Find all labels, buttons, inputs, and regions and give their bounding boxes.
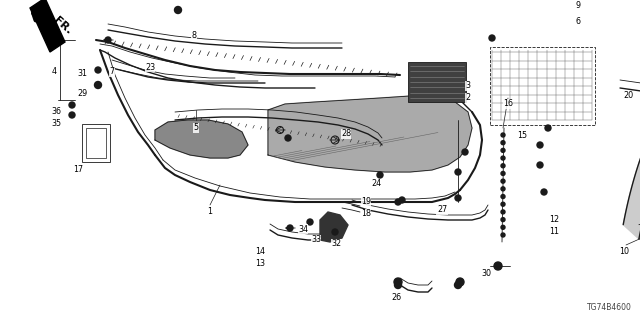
Circle shape [394,282,401,289]
Circle shape [501,141,505,145]
Circle shape [537,142,543,148]
Circle shape [501,210,505,214]
Text: 13: 13 [255,260,265,268]
Circle shape [494,262,502,270]
Text: 1: 1 [207,207,212,217]
Text: 18: 18 [361,210,371,219]
Bar [82,124,110,162]
Text: 9: 9 [575,2,580,11]
Polygon shape [30,0,65,52]
Text: 11: 11 [549,228,559,236]
Text: 6: 6 [575,18,580,27]
Circle shape [537,162,543,168]
Text: 4: 4 [51,68,56,76]
Text: 15: 15 [517,132,527,140]
Text: 36: 36 [51,108,61,116]
Text: 28: 28 [341,130,351,139]
Text: 19: 19 [361,197,371,206]
Text: FR.: FR. [52,15,74,36]
Circle shape [455,169,461,175]
Bar [490,47,595,125]
Circle shape [455,195,461,201]
Text: 32: 32 [331,239,341,249]
Bar [86,128,106,158]
Text: 12: 12 [549,215,559,225]
Polygon shape [623,75,640,239]
Circle shape [501,164,505,168]
Circle shape [501,202,505,206]
Circle shape [95,82,102,89]
Circle shape [456,278,464,286]
Circle shape [105,37,111,43]
Circle shape [285,135,291,141]
Circle shape [69,112,75,118]
Circle shape [462,149,468,155]
Text: 26: 26 [391,292,401,301]
Text: 34: 34 [298,225,308,234]
Circle shape [501,179,505,183]
Text: 2: 2 [465,93,470,102]
Text: 24: 24 [371,180,381,188]
Text: 14: 14 [255,247,265,257]
Text: 35: 35 [51,119,61,129]
Circle shape [332,229,338,235]
Circle shape [501,133,505,137]
Text: 8: 8 [191,30,196,39]
Circle shape [377,172,383,178]
Circle shape [501,225,505,229]
Circle shape [489,35,495,41]
Circle shape [501,218,505,222]
Text: 31: 31 [77,69,87,78]
Circle shape [541,189,547,195]
Text: 10: 10 [619,247,629,257]
Text: 20: 20 [623,92,633,100]
Text: TG74B4600: TG74B4600 [587,303,632,312]
Text: 29: 29 [77,90,87,99]
Bar [408,62,466,102]
Text: 27: 27 [437,205,447,214]
Text: 3: 3 [465,82,470,91]
Circle shape [399,197,405,203]
Circle shape [95,67,101,73]
Circle shape [287,225,293,231]
Text: 33: 33 [311,236,321,244]
Text: 7: 7 [109,68,115,76]
Circle shape [307,219,313,225]
Text: 17: 17 [73,165,83,174]
Circle shape [501,187,505,191]
Circle shape [395,199,401,205]
Circle shape [501,233,505,237]
Circle shape [454,282,461,289]
Text: 30: 30 [481,269,491,278]
Circle shape [501,172,505,175]
Circle shape [394,278,402,286]
Text: 16: 16 [503,100,513,108]
Polygon shape [268,96,472,172]
Text: 5: 5 [193,124,198,132]
Circle shape [69,102,75,108]
Circle shape [501,148,505,152]
Circle shape [175,6,182,13]
Circle shape [501,156,505,160]
Text: 23: 23 [145,62,155,71]
Circle shape [545,125,551,131]
Polygon shape [320,212,348,242]
Circle shape [501,195,505,198]
Polygon shape [155,120,248,158]
